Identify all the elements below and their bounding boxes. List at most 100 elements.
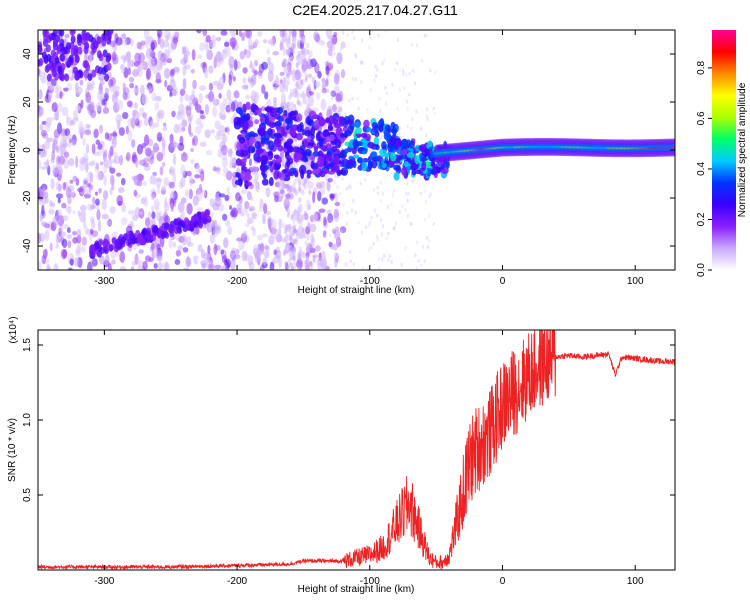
spectral-blob: [381, 61, 384, 66]
spectral-blob: [125, 52, 131, 63]
spectral-blob: [405, 73, 408, 78]
spectral-blob: [240, 150, 249, 157]
spectral-blob: [334, 226, 340, 232]
spectral-blob: [46, 158, 50, 170]
spectral-blob: [52, 30, 58, 37]
spectral-blob: [83, 217, 87, 229]
spectral-blob: [95, 198, 100, 206]
spectral-blob: [218, 76, 225, 88]
spectral-blob: [68, 54, 74, 63]
spectral-blob: [206, 215, 212, 223]
spectral-blob: [371, 121, 379, 129]
spectral-blob: [248, 158, 253, 167]
spectral-blob: [297, 42, 301, 49]
spectrogram-x-tick-label: 0: [500, 276, 506, 287]
spectral-blob: [390, 260, 393, 265]
spectral-blob: [64, 128, 71, 137]
spectrogram-field: [38, 30, 675, 270]
spectral-blob: [120, 177, 126, 186]
spectral-blob: [172, 241, 176, 248]
spectral-blob: [404, 246, 407, 251]
spectral-blob: [384, 124, 391, 132]
spectral-blob: [290, 214, 294, 221]
spectral-blob: [181, 126, 186, 132]
spectral-blob: [52, 38, 58, 47]
spectral-blob: [255, 178, 259, 190]
spectral-blob: [282, 183, 286, 190]
snr-multiplier-label: (x10⁴): [8, 316, 19, 343]
spectral-blob: [140, 40, 146, 46]
spectral-blob: [202, 30, 208, 37]
spectral-blob: [67, 267, 73, 270]
spectral-blob: [339, 58, 343, 63]
spectral-blob: [364, 178, 367, 183]
spectral-blob: [206, 49, 213, 61]
spectral-blob: [204, 210, 210, 218]
spectral-blob: [106, 220, 112, 226]
spectral-blob: [360, 230, 364, 235]
spectral-blob: [334, 201, 341, 207]
spectral-blob: [306, 119, 313, 125]
spectral-blob: [192, 135, 198, 147]
spectral-blob: [262, 213, 266, 225]
spectral-blob: [115, 36, 123, 46]
spectral-blob: [414, 109, 418, 114]
spectral-blob: [369, 87, 372, 92]
snr-y-ticks: 0.5 1.0 1.5: [22, 338, 675, 502]
spectral-blob: [305, 151, 312, 157]
spectral-blob: [231, 175, 238, 188]
spectral-blob: [330, 91, 333, 96]
spectral-blob: [181, 119, 188, 128]
spectral-blob: [144, 147, 152, 157]
spectral-blob: [339, 47, 343, 52]
spectral-blob: [111, 51, 117, 62]
spectral-blob: [279, 30, 286, 38]
spectral-blob: [340, 132, 346, 138]
spectral-blob: [278, 218, 283, 230]
spectral-blob: [85, 92, 92, 104]
spectral-blob: [294, 229, 298, 236]
spectral-blob: [293, 30, 297, 37]
spectral-blob: [125, 151, 131, 162]
spectral-blob: [45, 63, 51, 72]
spectral-blob: [130, 59, 135, 68]
spectral-blob: [400, 139, 409, 148]
spectral-blob: [406, 152, 415, 159]
spectral-blob: [327, 105, 333, 116]
spectral-blob: [43, 33, 49, 42]
spectral-blob: [59, 30, 65, 37]
spectral-blob: [52, 139, 58, 152]
spectral-blob: [57, 197, 61, 204]
spectral-blob: [91, 219, 96, 230]
spectral-blob: [259, 264, 265, 270]
spectral-blob: [433, 111, 436, 116]
spectral-blob: [70, 30, 76, 35]
spectral-blob: [42, 248, 48, 260]
spectral-blob: [327, 213, 334, 224]
spectral-blob: [66, 114, 70, 123]
spectral-blob: [295, 73, 299, 80]
spectral-blob: [220, 144, 228, 156]
spectral-blob: [423, 33, 427, 38]
spectral-blob: [111, 259, 116, 265]
spectral-blob: [307, 83, 311, 90]
spectral-blob: [322, 129, 330, 138]
spectral-blob: [220, 249, 225, 255]
spectral-blob: [94, 191, 99, 196]
spectral-blob: [344, 148, 349, 154]
spectral-blob: [130, 266, 135, 270]
spectral-blob: [400, 166, 408, 176]
spectral-blob: [273, 191, 280, 199]
spectral-blob: [330, 95, 334, 100]
spectral-blob: [168, 237, 173, 249]
spectral-blob: [312, 254, 319, 259]
spectral-blob: [316, 182, 323, 190]
spectral-blob: [156, 178, 163, 183]
spectral-blob: [180, 197, 187, 204]
spectral-blob: [140, 84, 145, 97]
spectral-blob: [333, 85, 340, 94]
spectral-blob: [213, 243, 218, 256]
spectral-blob: [374, 73, 378, 78]
spectral-blob: [359, 181, 362, 186]
spectral-blob: [190, 94, 195, 101]
